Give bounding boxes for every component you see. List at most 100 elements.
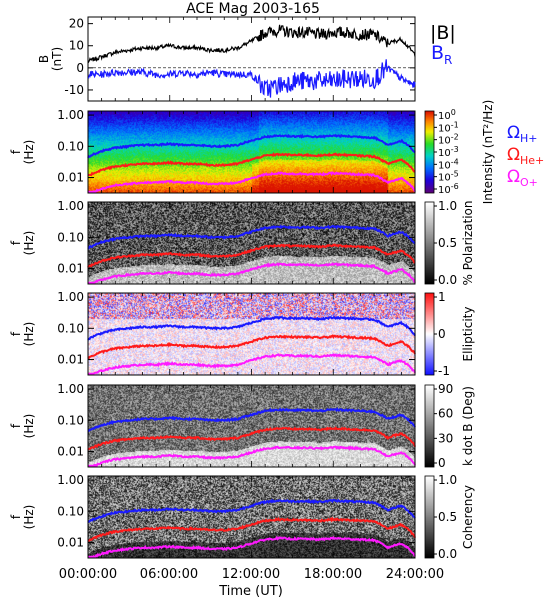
spectrogram-image	[88, 385, 415, 467]
panel-magnetic-field: 20 10 0 -10 B (nT)	[37, 16, 416, 102]
series-b-total	[87, 24, 416, 63]
gyrofrequency-h	[87, 407, 416, 433]
y-tick-label: 0.01	[57, 536, 84, 550]
y-tick-label: 0.01	[57, 445, 84, 459]
gyrofrequency-h	[87, 315, 416, 341]
gyrofrequency-h	[87, 133, 416, 159]
colorbar-tick-label: 1	[438, 290, 446, 304]
y-axis-unit: (Hz)	[22, 140, 36, 165]
spectrogram-image	[88, 111, 415, 193]
y-axis-label: B	[37, 55, 51, 63]
x-tick-label: 18:00:00	[304, 567, 362, 582]
colorbar	[425, 111, 434, 193]
colorbar-tick-label: 0.5	[438, 236, 457, 250]
colorbar-label: k dot B (Deg)	[461, 386, 475, 466]
legend-omega-o: ΩO+	[507, 167, 538, 189]
colorbar-tick-label: 1.0	[438, 199, 457, 213]
colorbar-tick-label: 30	[438, 431, 453, 445]
y-tick-label: 20	[69, 17, 84, 31]
y-tick-label: 0.01	[57, 171, 84, 185]
y-tick-label: 0.10	[57, 139, 84, 153]
x-tick-label: 24:00:00	[386, 567, 444, 582]
colorbar	[425, 476, 434, 558]
y-axis-unit: (Hz)	[22, 505, 36, 530]
colorbar-frame	[424, 384, 435, 468]
y-axis-label: f	[9, 240, 23, 245]
colorbar-label: Ellipticity	[461, 307, 475, 362]
x-axis-label: Time (UT)	[218, 584, 283, 599]
colorbar-tick-label: 0	[438, 456, 446, 470]
colorbar	[425, 385, 434, 467]
series-b-r	[87, 59, 416, 98]
y-axis-label: f	[9, 149, 23, 154]
legend-omega-h: ΩH+	[507, 123, 538, 145]
gyrofrequency-he	[87, 426, 416, 451]
y-axis-unit: (nT)	[50, 47, 64, 71]
legend-b-r: BR	[431, 42, 452, 67]
y-tick-label: 10	[69, 39, 84, 53]
y-tick-label: 0.10	[57, 230, 84, 244]
gyrofrequency-o	[88, 535, 416, 558]
gyrofrequency-he	[87, 516, 416, 543]
y-tick-label: 1.00	[57, 108, 84, 122]
spectrogram-image	[88, 202, 415, 284]
colorbar-tick-label: 0.0	[438, 273, 457, 287]
panel-polarization: 1.00 0.10 0.01 f (Hz) 1.0 0.5 0.0 % Polarization	[9, 199, 475, 287]
y-tick-label: 0.10	[57, 504, 84, 518]
y-axis-unit: (Hz)	[22, 231, 36, 256]
colorbar-label: Intensity (nT²/Hz)	[481, 100, 495, 205]
legend-b-total: |B|	[430, 22, 456, 44]
panel-power-spectrum: 1.000.100.01f (Hz)10010-110-210-310-410-5…	[9, 100, 495, 205]
gyrofrequency-o	[88, 171, 416, 193]
y-axis-unit: (Hz)	[22, 414, 36, 439]
x-tick-label: 00:00:00	[59, 567, 117, 582]
panel-wave-normal-angle: 1.00 0.10 0.01 f (Hz) 90 60 30 0 k dot B (Deg)	[9, 382, 475, 470]
colorbar-tick-label: 1.0	[438, 473, 457, 487]
colorbar-tick-label: 60	[438, 407, 453, 421]
y-axis-unit: (Hz)	[22, 322, 36, 347]
x-tick-label: 06:00:00	[140, 567, 198, 582]
y-tick-label: 0.01	[57, 262, 84, 276]
gyrofrequency-o	[88, 262, 416, 284]
y-tick-label: 0.10	[57, 413, 84, 427]
y-tick-label: 1.00	[57, 473, 84, 487]
colorbar-tick-label: 0	[438, 327, 446, 341]
y-axis-label: f	[9, 331, 23, 336]
y-tick-label: 0.01	[57, 353, 84, 367]
gyrofrequency-o	[88, 445, 416, 467]
gyrofrequency-he	[87, 152, 416, 177]
gyrofrequency-h	[87, 498, 416, 523]
y-axis-label: f	[9, 423, 23, 428]
colorbar-tick-label: 10-6	[438, 182, 459, 196]
plot-title: ACE Mag 2003-165	[186, 1, 320, 17]
gyrofrequency-h	[87, 224, 416, 250]
x-tick-label: 12:00:00	[222, 567, 280, 582]
x-axis-tick-labels: 00:00:00 06:00:00 12:00:00 18:00:00 24:0…	[59, 567, 444, 582]
gyrofrequency-o	[88, 353, 416, 375]
spectrogram-image	[88, 476, 415, 558]
colorbar-label: % Polarization	[461, 201, 475, 286]
colorbar-label: Coherency	[461, 485, 475, 549]
y-axis-label: f	[9, 514, 23, 519]
colorbar	[425, 202, 434, 284]
colorbar-tick-label: 0.5	[438, 510, 457, 524]
colorbar	[425, 293, 434, 375]
spectrogram-image	[88, 293, 415, 375]
gyrofrequency-he	[87, 243, 416, 268]
y-tick-label: 1.00	[57, 290, 84, 304]
panel-frame	[87, 16, 416, 102]
gyrofrequency-he	[87, 334, 416, 360]
colorbar-tick-label: -1	[438, 364, 450, 378]
gyrofrequency-legend: ΩH+ ΩHe+ ΩO+	[507, 123, 544, 189]
panel-coherency: 1.00 0.10 0.01 f (Hz) 1.0 0.5 0.0 Coherency	[9, 473, 475, 561]
y-tick-label: -10	[64, 83, 84, 97]
y-tick-label: 0	[76, 61, 84, 75]
colorbar-tick-label: 90	[438, 382, 453, 396]
legend-omega-he: ΩHe+	[507, 145, 544, 167]
y-tick-label: 1.00	[57, 199, 84, 213]
panel-ellipticity: 1.00 0.10 0.01 f (Hz) 1 0 -1 Ellipticity	[9, 290, 475, 378]
y-tick-label: 0.10	[57, 321, 84, 335]
y-tick-label: 1.00	[57, 382, 84, 396]
